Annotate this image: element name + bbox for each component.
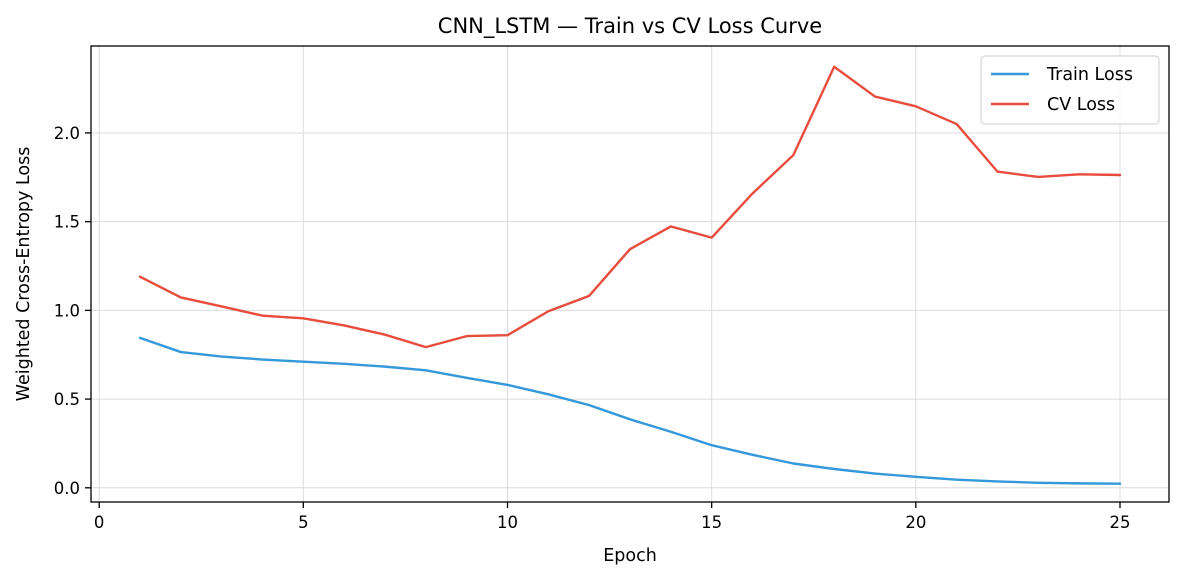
x-tick-label: 15: [701, 513, 722, 532]
y-tick-label: 0.0: [54, 479, 80, 498]
x-tick-label: 20: [905, 513, 926, 532]
legend-label-cv-loss: CV Loss: [1047, 95, 1115, 115]
grid-layer: [91, 46, 1169, 502]
y-tick-label: 1.5: [54, 213, 80, 232]
y-axis-ticks: 0.0 0.5 1.0 1.5 2.0: [54, 124, 91, 498]
x-axis-label: Epoch: [603, 546, 657, 566]
x-tick-label: 25: [1110, 513, 1131, 532]
x-tick-label: 0: [94, 513, 105, 532]
x-tick-label: 5: [298, 513, 309, 532]
x-tick-label: 10: [497, 513, 518, 532]
x-axis-ticks: 0 5 10 15 20 25: [94, 502, 1131, 532]
chart-title: CNN_LSTM — Train vs CV Loss Curve: [438, 14, 822, 39]
legend-label-train-loss: Train Loss: [1046, 65, 1133, 85]
y-tick-label: 1.0: [54, 301, 80, 320]
legend: Train Loss CV Loss: [980, 55, 1160, 125]
y-tick-label: 0.5: [54, 390, 80, 409]
series-line-cv-loss: [138, 65, 1122, 349]
y-axis-label: Weighted Cross-Entropy Loss: [14, 147, 34, 402]
plot-frame: [90, 45, 1170, 503]
y-tick-label: 2.0: [54, 124, 80, 143]
series-line-train-loss: [138, 336, 1122, 485]
series-layer: [138, 65, 1122, 485]
